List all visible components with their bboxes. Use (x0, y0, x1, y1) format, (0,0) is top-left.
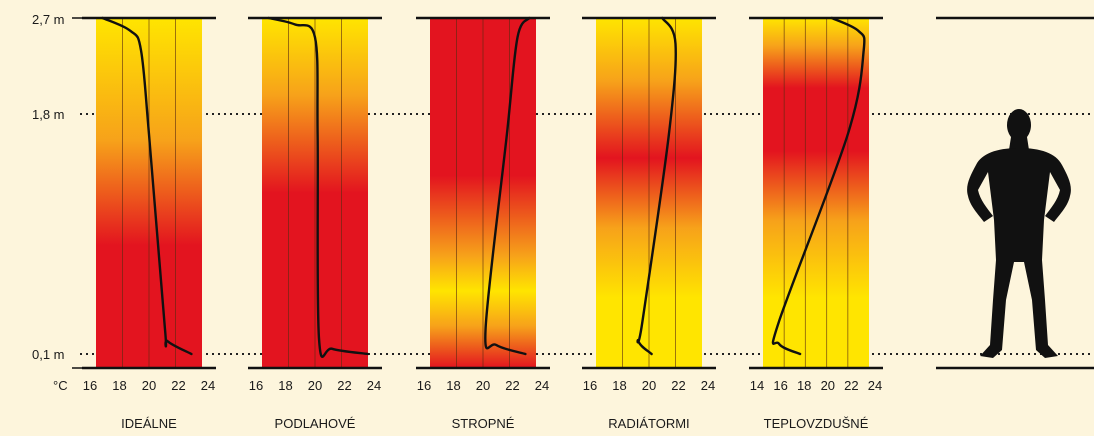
panel-4: 16 18 20 22 24 RADIÁTORMI (582, 16, 716, 431)
tick-label: 22 (671, 378, 685, 393)
tick-label: 20 (476, 378, 490, 393)
tick-label: 16 (249, 378, 263, 393)
tick-label: 22 (844, 378, 858, 393)
tick-label: 14 (750, 378, 764, 393)
temperature-curve (771, 16, 866, 356)
panel-name: IDEÁLNE (121, 416, 177, 431)
tick-label: 24 (701, 378, 715, 393)
tick-label: 22 (337, 378, 351, 393)
panel-5: 14 16 18 20 22 24 TEPLOVZDUŠNÉ (749, 16, 883, 431)
panel-3: 16 18 20 22 24 STROPNÉ (416, 16, 550, 431)
tick-label: 24 (868, 378, 882, 393)
panel-gradient (763, 18, 869, 368)
tick-label: 20 (142, 378, 156, 393)
height-label-bottom: 0,1 m (32, 347, 65, 362)
height-label-top: 2,7 m (32, 12, 65, 27)
tick-label: 16 (83, 378, 97, 393)
panel-name: TEPLOVZDUŠNÉ (764, 416, 869, 431)
tick-label: 24 (535, 378, 549, 393)
human-silhouette (967, 109, 1071, 358)
tick-label: 18 (278, 378, 292, 393)
tick-label: 20 (821, 378, 835, 393)
panel-2: 16 18 20 22 24 PODLAHOVÉ (248, 16, 382, 431)
panel-1: 16 18 20 22 24 IDEÁLNE (82, 16, 216, 431)
unit-label: °C (53, 378, 68, 393)
tick-label: 24 (201, 378, 215, 393)
temperature-curve (484, 16, 531, 356)
tick-label: 18 (612, 378, 626, 393)
panel-name: RADIÁTORMI (608, 416, 689, 431)
tick-label: 24 (367, 378, 381, 393)
temperature-curve (636, 16, 677, 356)
tick-label: 20 (308, 378, 322, 393)
tick-label: 18 (112, 378, 126, 393)
panel-name: PODLAHOVÉ (275, 416, 356, 431)
temperature-curve (101, 16, 193, 356)
panel-name: STROPNÉ (452, 416, 515, 431)
tick-label: 22 (505, 378, 519, 393)
tick-label: 16 (583, 378, 597, 393)
tick-label: 18 (797, 378, 811, 393)
tick-label: 22 (171, 378, 185, 393)
tick-label: 16 (773, 378, 787, 393)
tick-label: 20 (642, 378, 656, 393)
temperature-curve (267, 16, 370, 358)
tick-label: 18 (446, 378, 460, 393)
panels-layer: 16 18 20 22 24 IDEÁLNE 16 18 20 22 24 PODLAHOVÉ 16 18… (82, 16, 883, 431)
tick-label: 16 (417, 378, 431, 393)
height-label-mid: 1,8 m (32, 107, 65, 122)
